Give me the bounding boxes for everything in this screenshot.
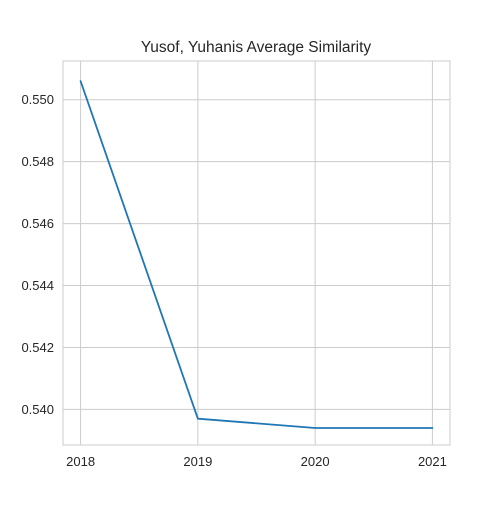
y-tick-label: 0.550: [21, 92, 54, 107]
chart-title: Yusof, Yuhanis Average Similarity: [141, 39, 372, 56]
x-tick-label: 2019: [183, 454, 212, 469]
tick-labels: 2018 2019 2020 2021 0.540 0.542 0.544 0.546 0.54…: [21, 92, 446, 469]
grid: [63, 61, 450, 445]
x-tick-label: 2020: [301, 454, 330, 469]
x-tick-label: 2018: [66, 454, 95, 469]
y-tick-label: 0.544: [21, 278, 54, 293]
y-tick-label: 0.540: [21, 402, 54, 417]
y-tick-label: 0.542: [21, 340, 54, 355]
series-line: [79, 80, 434, 429]
series-layer: [79, 80, 434, 429]
y-tick-label: 0.546: [21, 216, 54, 231]
plot-frame: [62, 60, 451, 446]
y-tick-label: 0.548: [21, 154, 54, 169]
x-tick-label: 2021: [418, 454, 447, 469]
